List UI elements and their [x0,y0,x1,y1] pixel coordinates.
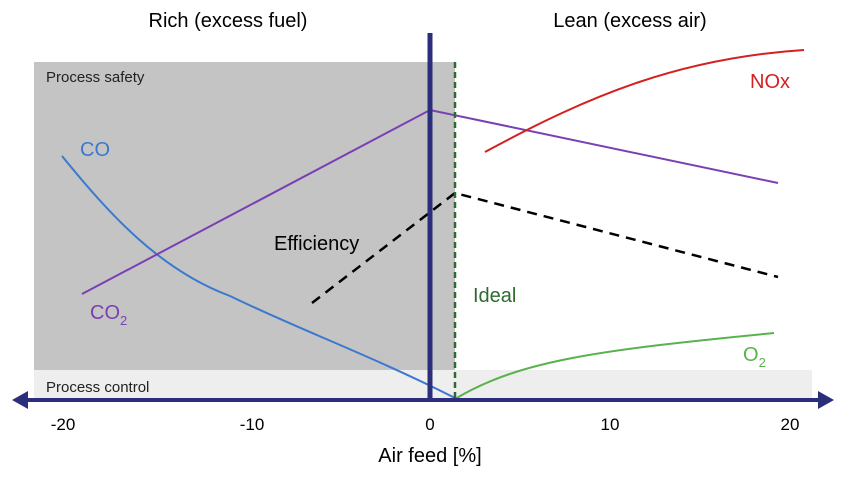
tick-label: -20 [51,415,76,434]
efficiency-curve [311,191,779,304]
o2-curve [454,332,775,400]
x-axis-label: Air feed [%] [378,445,481,467]
co-label: CO [80,139,110,161]
tick-label: -10 [240,415,265,434]
process-control-label: Process control [46,379,149,396]
co-curve [61,155,456,399]
ideal-label: Ideal [473,285,516,307]
x-axis-right-arrow [818,391,834,409]
rich-label: Rich (excess fuel) [149,10,308,32]
nox-label: NOx [750,71,790,93]
tick-label: 20 [781,415,800,434]
tick-label: 0 [425,415,434,434]
nox-curve [484,49,805,153]
process-safety-region [34,62,455,370]
process-control-region [34,370,812,400]
co2-label: CO2 [90,302,127,328]
process-safety-label: Process safety [46,69,145,86]
o2-label: O2 [743,344,766,370]
x-axis-left-arrow [12,391,28,409]
lean-label: Lean (excess air) [553,10,706,32]
efficiency-label: Efficiency [274,233,359,255]
tick-label: 10 [601,415,620,434]
